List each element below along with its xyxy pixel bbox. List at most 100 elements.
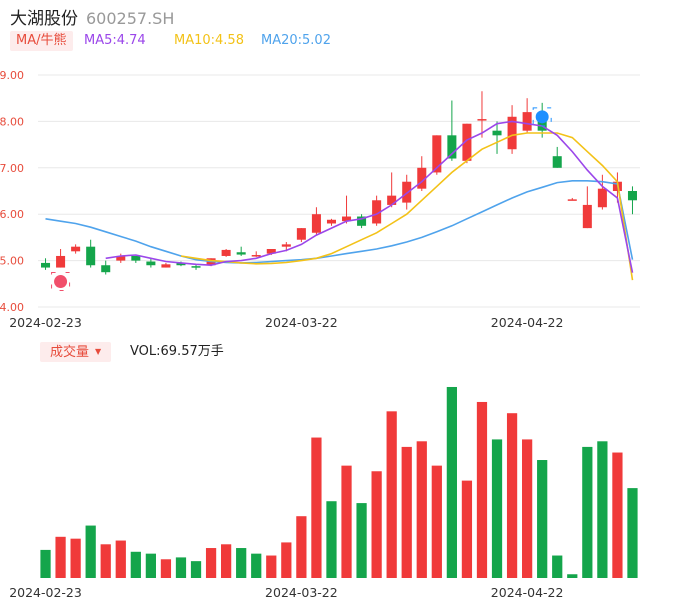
volume-bar [55,536,66,578]
stock-code: 600257.SH [86,9,175,28]
volume-bar [446,386,457,578]
volume-bar [431,465,442,578]
chevron-down-icon: ▼ [95,347,102,356]
candle-body [567,199,577,201]
ma20-label: MA20:5.02 [261,33,331,48]
volume-bar [341,465,352,578]
y-tick-label: 4.00 [0,301,24,314]
y-tick-label: 8.00 [0,115,24,128]
candle-body [597,188,607,208]
volume-bar [401,446,412,578]
ma-switch-button[interactable]: MA/牛熊 [10,31,73,51]
volume-x-tick-label: 2024-04-22 [491,585,564,600]
candle-body [161,264,171,268]
candle-body [492,130,502,136]
candle-body [417,167,427,189]
candle-body [191,266,201,268]
volume-bar [522,439,533,578]
sell-flag-icon [535,110,549,124]
volume-bar [266,555,277,578]
volume-bar [371,471,382,578]
candle-body [342,216,352,222]
volume-selector[interactable]: 成交量 ▼ [40,342,112,362]
volume-bar [612,452,623,578]
candle-body [131,255,141,261]
candle-body [146,261,156,266]
candle-body [266,249,276,254]
y-tick-label: 7.00 [0,162,24,175]
volume-bar [175,557,187,578]
candle-body [86,246,96,266]
volume-bar [356,503,367,578]
volume-bar [537,460,548,578]
candle-body [372,200,382,224]
x-tick-label: 2024-03-22 [265,315,338,330]
volume-bar [190,561,202,578]
volume-bar [552,555,563,578]
candle-body [402,181,412,203]
volume-bar [160,559,172,578]
candle-body [507,116,517,150]
stock-title: 大湖股份 600257.SH [10,4,174,29]
volume-bar [416,441,427,578]
candle-body [522,112,532,131]
volume-bar [582,446,593,578]
candle-body [447,135,457,159]
volume-bar [221,544,232,578]
candle-body [582,204,592,229]
volume-bar [40,549,51,578]
candle-body [387,195,397,205]
stock-name: 大湖股份 [10,9,78,29]
y-tick-label: 9.00 [0,69,24,82]
volume-label: VOL:69.57万手 [130,344,224,359]
ma10-label: MA10:4.58 [174,33,244,48]
volume-bar [70,538,81,578]
candle-body [281,244,291,247]
candle-body [537,116,547,131]
candle-body [326,219,336,224]
candle-body [116,255,126,261]
volume-bar [251,553,262,578]
volume-bar [627,488,638,578]
y-tick-label: 6.00 [0,208,24,221]
volume-bar [236,548,247,578]
sell-flag-icon-frame [532,107,552,127]
candle-body [176,262,186,266]
ma5-line [105,120,634,273]
volume-bar [130,551,141,578]
volume-bar [491,439,503,578]
x-tick-label: 2024-02-23 [9,315,82,330]
buy-flag-icon [54,275,68,289]
volume-bar [281,542,292,578]
volume-bar [296,516,307,578]
volume-bar [386,411,397,578]
volume-selector-label: 成交量 [50,345,90,360]
volume-bar [145,553,156,578]
volume-bar [115,540,126,578]
volume-bar [461,480,473,578]
ma5-label: MA5:4.74 [84,33,146,48]
volume-bar [567,574,578,578]
volume-x-tick-label: 2024-02-23 [9,585,82,600]
candle-body [296,228,306,240]
candle-body [251,255,261,257]
volume-bar [476,401,488,578]
volume-x-tick-label: 2024-03-22 [265,585,338,600]
candle-body [311,214,321,233]
candle-body [236,252,246,255]
ma20-line [45,180,634,264]
candle-body [221,249,231,256]
ma10-line [180,132,634,281]
volume-bar [506,413,518,578]
candle-body [477,119,487,121]
buy-flag-icon-frame [51,272,71,292]
y-tick-label: 5.00 [0,255,24,268]
candle-body [71,246,81,252]
candle-body [357,216,367,226]
x-tick-label: 2024-04-22 [491,315,564,330]
volume-bar [597,441,608,578]
volume-bar [311,437,322,578]
volume-bar [85,525,96,578]
volume-bar [205,548,217,578]
